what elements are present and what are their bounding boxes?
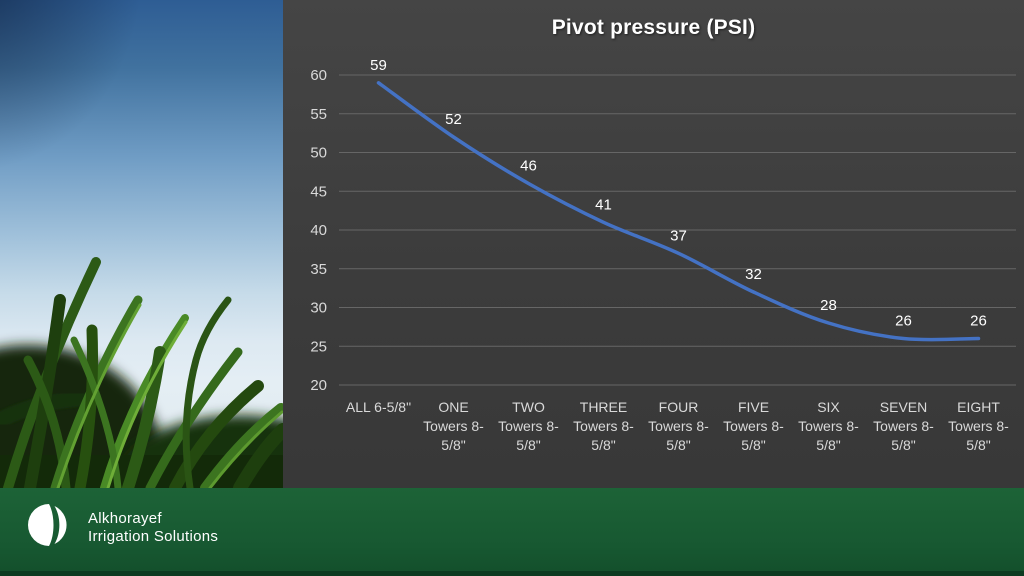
chart-title: Pivot pressure (PSI) [551, 16, 756, 39]
alkhorayef-logo-icon [28, 501, 76, 549]
pressure-series-line [376, 81, 981, 342]
footer-bar: Alkhorayef Irrigation Solutions [0, 488, 1024, 576]
brand-tagline: Irrigation Solutions [88, 528, 219, 545]
y-axis-tick-label: 60 [310, 67, 327, 84]
data-label: 37 [670, 227, 687, 244]
y-axis-tick-label: 35 [310, 261, 327, 278]
y-axis-tick-label: 45 [310, 183, 327, 200]
chart-panel: Pivot pressure (PSI) 20 25 30 35 40 45 50 55 60 A… [283, 0, 1024, 488]
y-axis-tick-label: 40 [310, 222, 327, 239]
data-label: 46 [520, 158, 537, 175]
data-label: 32 [745, 266, 762, 283]
brand-text: Alkhorayef Irrigation Solutions [88, 510, 218, 546]
x-axis-category-label: THREE Towers 8-5/8" [573, 399, 634, 453]
x-axis-category-label: TWO Towers 8-5/8" [498, 399, 559, 453]
data-label: 26 [970, 313, 987, 330]
y-axis-tick-label: 50 [310, 145, 327, 162]
pivot-pressure-line-chart: 20 25 30 35 40 45 50 55 60 ALL 6-5/8" ONE Towers 8-… [310, 57, 1016, 453]
y-axis-tick-label: 30 [310, 300, 327, 317]
y-axis-tick-label: 55 [310, 106, 327, 123]
grass-photo [0, 0, 283, 488]
x-axis-category-label: SEVEN Towers 8-5/8" [873, 399, 934, 453]
brand-name: Alkhorayef [88, 510, 162, 527]
x-axis-category-label: SIX Towers 8-5/8" [798, 399, 859, 453]
x-axis-category-label: EIGHT Towers 8-5/8" [948, 399, 1009, 453]
x-axis-category-label: FIVE Towers 8-5/8" [723, 399, 784, 453]
x-axis-category-label: ONE Towers 8-5/8" [423, 399, 484, 453]
data-label: 28 [820, 297, 837, 314]
data-label: 41 [595, 196, 612, 213]
data-label: 52 [445, 111, 462, 128]
x-axis-category-label: FOUR Towers 8-5/8" [648, 399, 709, 453]
y-axis-tick-label: 20 [310, 377, 327, 394]
grass-photo-art [0, 257, 283, 488]
data-label: 59 [370, 57, 387, 74]
y-axis-tick-label: 25 [310, 338, 327, 355]
x-axis-category-label: ALL 6-5/8" [346, 399, 411, 415]
data-label: 26 [895, 313, 912, 330]
